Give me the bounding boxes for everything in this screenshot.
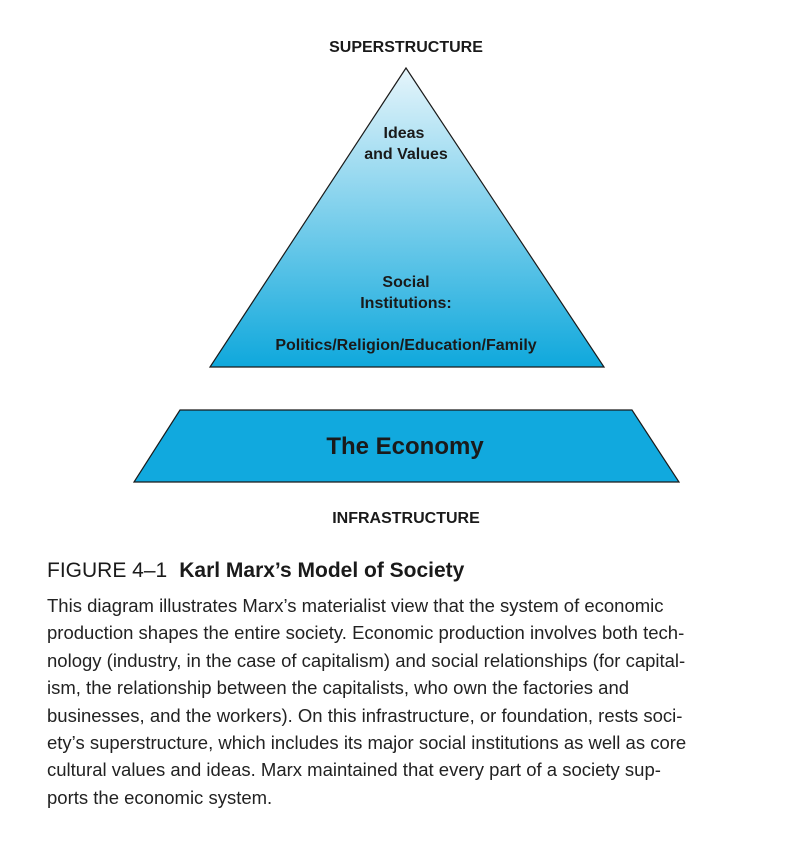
caption-line: ism, the relationship between the capita…: [47, 677, 630, 699]
pyramid-text-institutions: Institutions:: [360, 295, 452, 312]
superstructure-pyramid: [208, 66, 606, 368]
figure-caption: FIGURE 4–1 Karl Marx’s Model of Society T…: [47, 556, 747, 811]
superstructure-label: SUPERSTRUCTURE: [329, 39, 483, 56]
figure-number: FIGURE 4–1: [47, 559, 168, 582]
economy-base-trapezoid: [132, 409, 681, 483]
figure-title: Karl Marx’s Model of Society: [179, 559, 465, 582]
pyramid-text-ideas: Ideas: [384, 125, 425, 142]
caption-line: This diagram illustrates Marx’s material…: [47, 595, 664, 616]
economy-label: The Economy: [326, 433, 484, 460]
pyramid-text-institution-list: Politics/Religion/Education/Family: [275, 337, 536, 354]
caption-heading: FIGURE 4–1 Karl Marx’s Model of Society: [47, 556, 747, 586]
pyramid-text-and-values: and Values: [364, 146, 448, 163]
infrastructure-label: INFRASTRUCTURE: [332, 510, 480, 527]
pyramid-text-social: Social: [382, 274, 429, 291]
caption-body: This diagram illustrates Marx’s material…: [47, 592, 747, 811]
caption-line: businesses, and the workers). On this in…: [47, 704, 683, 726]
caption-line: nology (industry, in the case of capital…: [47, 649, 686, 671]
marx-model-diagram: SUPERSTRUCTURE Ideas and Values Social I…: [132, 39, 681, 527]
caption-line: cultural values and ideas. Marx maintain…: [47, 759, 661, 781]
caption-line: ety’s superstructure, which includes its…: [47, 732, 687, 754]
caption-line: ports the economic system.: [47, 786, 273, 808]
caption-line: production shapes the entire society. Ec…: [47, 622, 685, 644]
